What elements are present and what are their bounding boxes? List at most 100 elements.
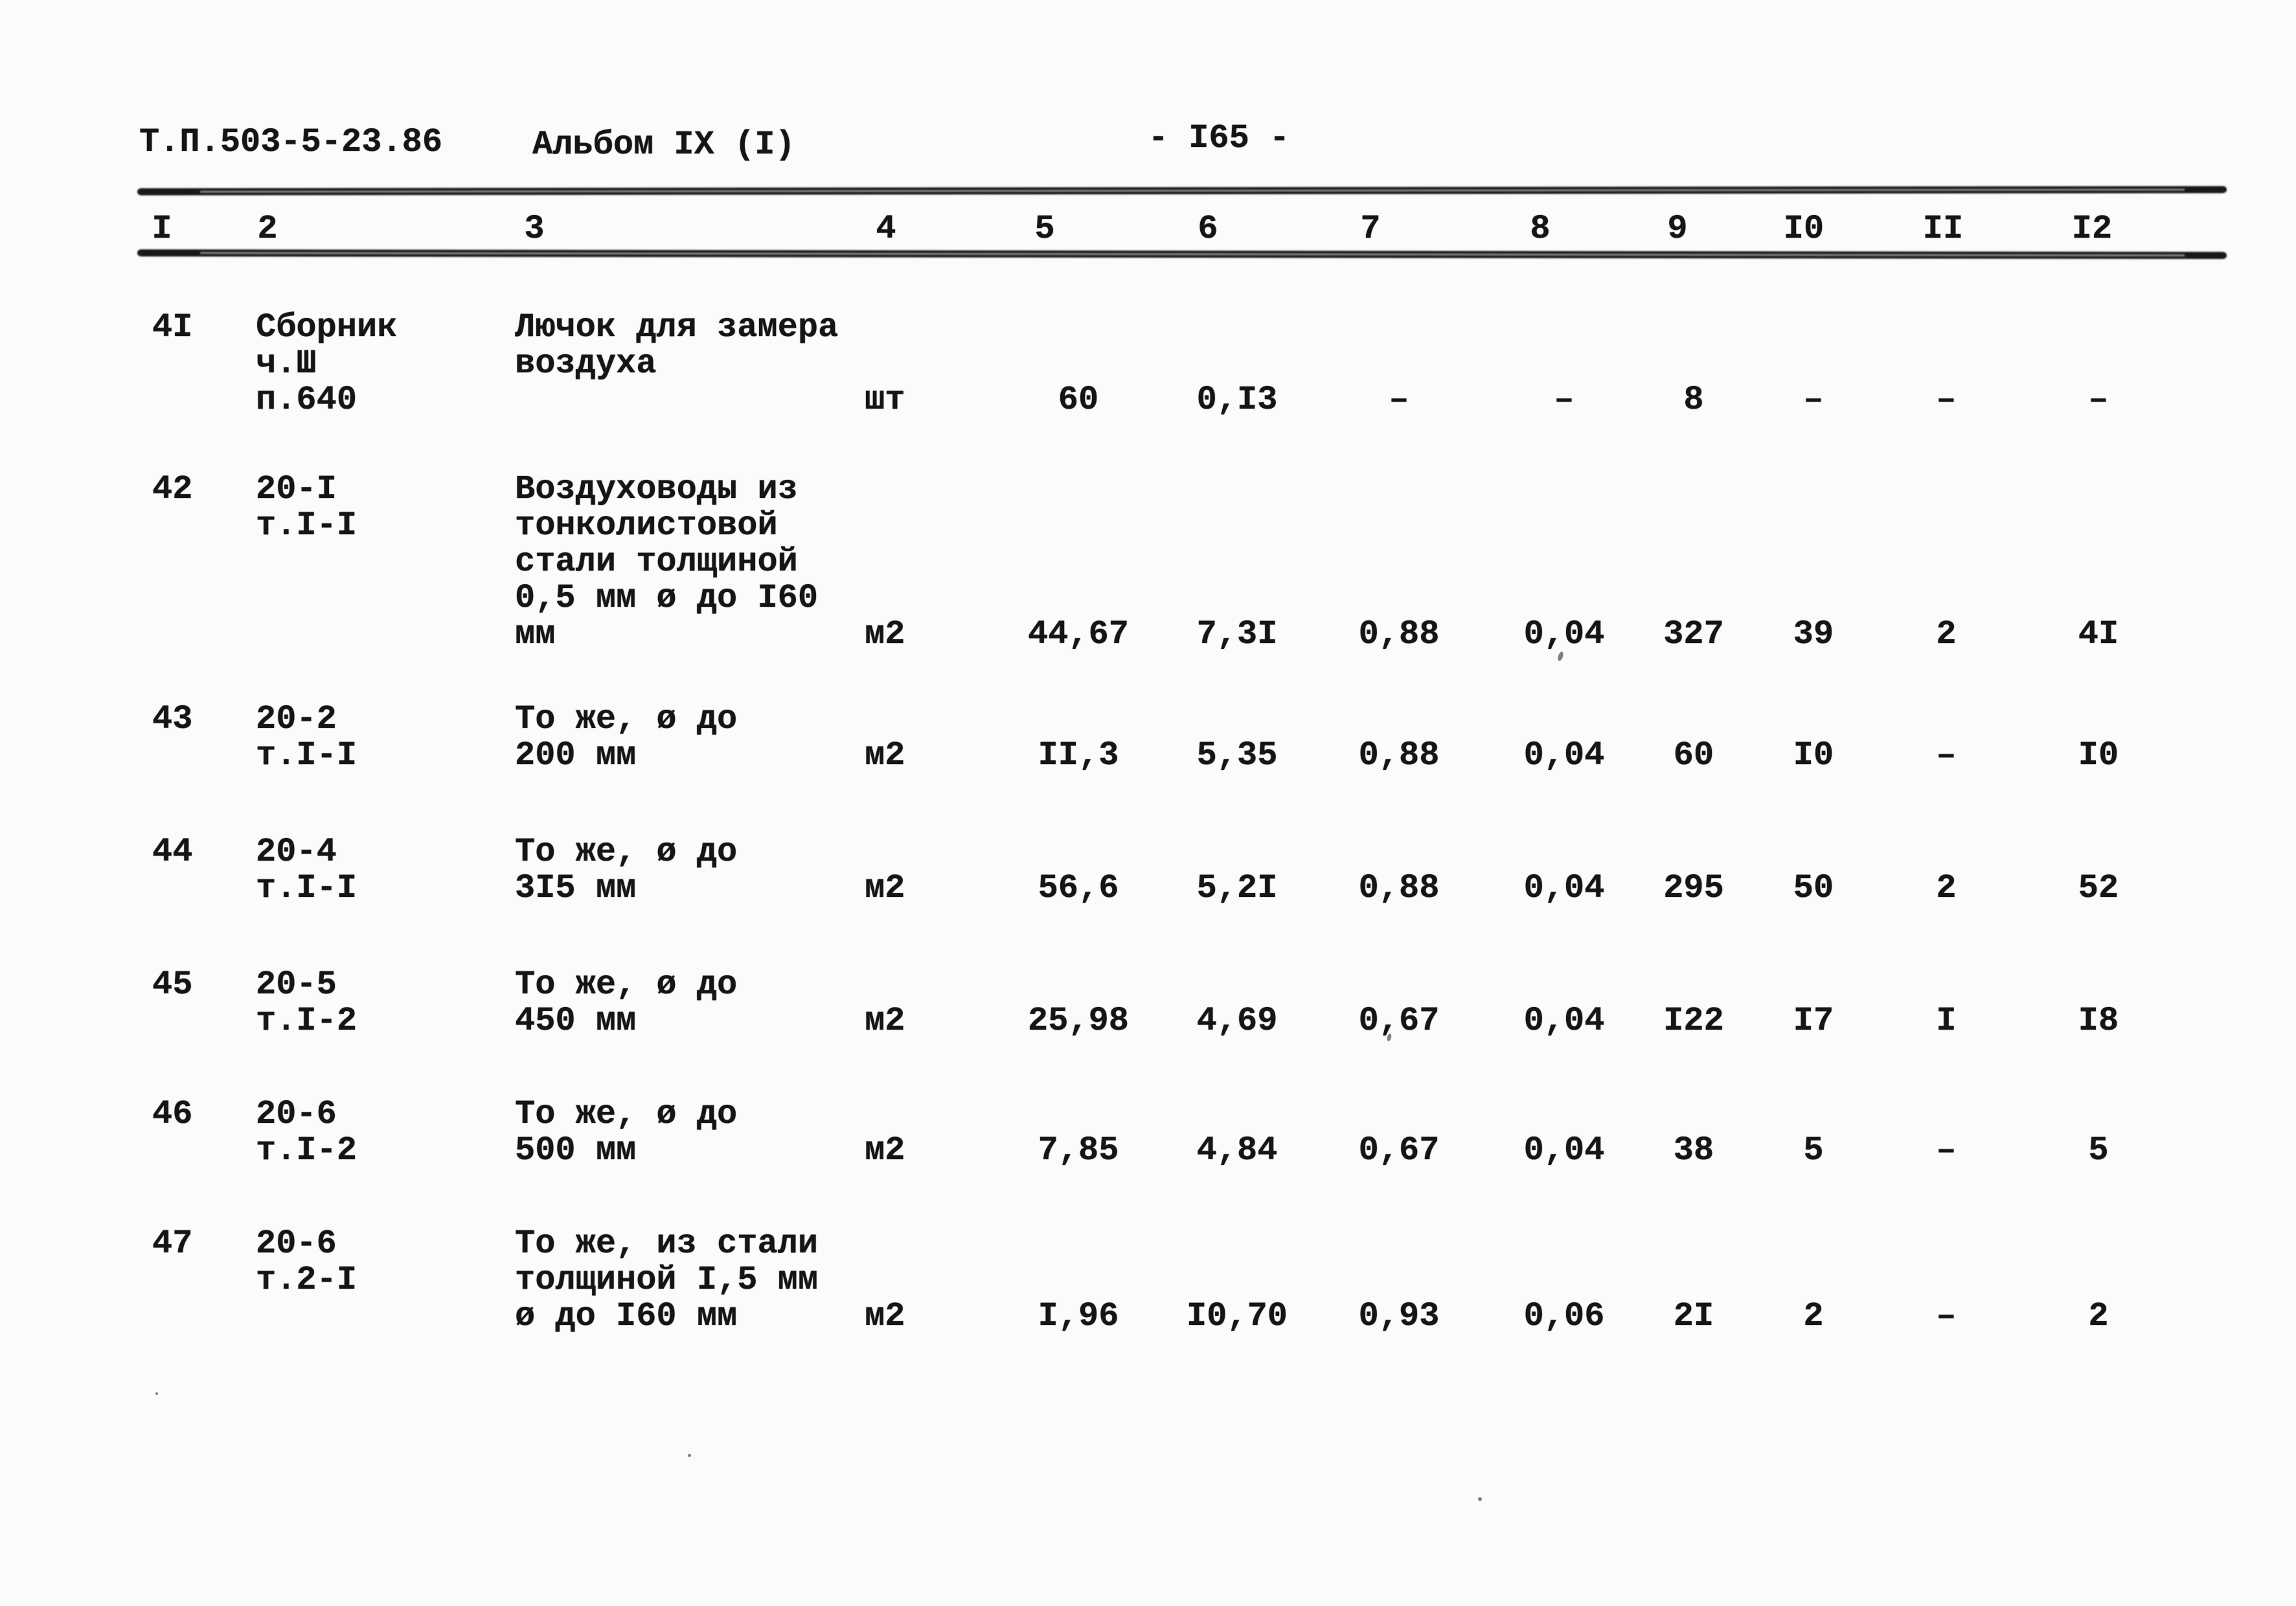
value-cell-col12: 2	[2088, 1297, 2109, 1335]
ref-cell: Сборник ч.Ш п.640	[256, 308, 398, 419]
value-cell-col10: 39	[1793, 615, 1834, 653]
value-cell-col10: –	[1803, 381, 1824, 419]
name-cell: То же, ø до 450 мм	[515, 966, 738, 1040]
name-cell: То же, из стали толщиной I,5 мм ø до I60…	[515, 1225, 819, 1335]
value-cell-col11: –	[1936, 381, 1957, 419]
value-cell-col5: I,96	[1038, 1297, 1119, 1335]
scan-speck	[1478, 1497, 1482, 1501]
value-cell-col8: –	[1554, 381, 1574, 419]
value-cell-col6: 0,I3	[1196, 381, 1278, 419]
unit-cell: м2	[865, 869, 905, 907]
value-cell-col6: 4,69	[1196, 1002, 1278, 1040]
unit-cell: м2	[865, 1297, 905, 1335]
value-cell-col10: I7	[1793, 1002, 1834, 1040]
value-cell-col5: 60	[1058, 381, 1099, 419]
column-number-7: 7	[1360, 210, 1381, 248]
value-cell-col11: –	[1936, 1131, 1957, 1170]
column-number-1: I	[152, 210, 172, 248]
value-cell-col12: I8	[2078, 1002, 2119, 1040]
ref-cell: 20-6 т.2-I	[256, 1225, 358, 1299]
column-number-4: 4	[876, 210, 896, 248]
ref-cell: 20-6 т.I-2	[256, 1095, 358, 1170]
value-cell-col6: 5,2I	[1196, 869, 1278, 907]
value-cell-col5: 7,85	[1038, 1131, 1119, 1170]
doc-code: Т.П.503-5-23.86	[139, 123, 443, 161]
column-number-8: 8	[1530, 210, 1551, 248]
name-cell: Лючок для замера воздуха	[515, 308, 839, 383]
column-number-2: 2	[257, 210, 278, 248]
name-cell: То же, ø до 500 мм	[515, 1095, 738, 1170]
value-cell-col8: 0,04	[1523, 1131, 1605, 1170]
value-cell-col11: 2	[1936, 615, 1957, 653]
row-number-cell: 43	[152, 700, 193, 738]
value-cell-col9: 295	[1663, 869, 1724, 907]
value-cell-col11: –	[1936, 736, 1957, 775]
album-title: Альбом IX (I)	[532, 126, 795, 164]
value-cell-col10: 2	[1803, 1297, 1824, 1335]
value-cell-col9: 38	[1673, 1131, 1714, 1170]
column-number-11: II	[1922, 210, 1964, 248]
value-cell-col9: 2I	[1673, 1297, 1714, 1335]
row-number-cell: 44	[152, 833, 193, 871]
value-cell-col8: 0,04	[1523, 1002, 1605, 1040]
value-cell-col9: 8	[1683, 381, 1704, 419]
scan-speck	[688, 1454, 691, 1457]
ref-cell: 20-I т.I-I	[256, 470, 358, 545]
value-cell-col8: 0,06	[1523, 1297, 1605, 1335]
unit-cell: м2	[865, 1131, 905, 1170]
value-cell-col12: I0	[2078, 736, 2119, 775]
ref-cell: 20-4 т.I-I	[256, 833, 358, 907]
value-cell-col7: 0,88	[1358, 615, 1440, 653]
row-number-cell: 4I	[152, 308, 193, 346]
row-number-cell: 46	[152, 1095, 193, 1133]
value-cell-col10: 50	[1793, 869, 1834, 907]
name-cell: То же, ø до 3I5 мм	[515, 833, 738, 907]
value-cell-col5: II,3	[1038, 736, 1119, 775]
value-cell-col6: 4,84	[1196, 1131, 1278, 1170]
value-cell-col11: I	[1936, 1002, 1957, 1040]
column-number-6: 6	[1198, 210, 1218, 248]
value-cell-col7: 0,67	[1358, 1002, 1440, 1040]
value-cell-col7: 0,67	[1358, 1131, 1440, 1170]
scan-speck	[155, 1392, 158, 1395]
value-cell-col7: –	[1389, 381, 1409, 419]
value-cell-col10: 5	[1803, 1131, 1824, 1170]
value-cell-col9: I22	[1663, 1002, 1724, 1040]
ref-cell: 20-2 т.I-I	[256, 700, 358, 775]
value-cell-col11: 2	[1936, 869, 1957, 907]
ref-cell: 20-5 т.I-2	[256, 966, 358, 1040]
value-cell-col12: 5	[2088, 1131, 2109, 1170]
value-cell-col11: –	[1936, 1297, 1957, 1335]
value-cell-col7: 0,93	[1358, 1297, 1440, 1335]
page-number: - I65 -	[1148, 119, 1290, 157]
value-cell-col7: 0,88	[1358, 869, 1440, 907]
unit-cell: м2	[865, 1002, 905, 1040]
row-number-cell: 47	[152, 1225, 193, 1263]
column-number-12: I2	[2071, 210, 2113, 248]
value-cell-col7: 0,88	[1358, 736, 1440, 775]
row-number-cell: 45	[152, 966, 193, 1004]
value-cell-col9: 60	[1673, 736, 1714, 775]
unit-cell: шт	[865, 381, 905, 419]
value-cell-col6: I0,70	[1186, 1297, 1288, 1335]
column-number-3: 3	[524, 210, 545, 248]
column-number-10: I0	[1783, 210, 1824, 248]
value-cell-col6: 5,35	[1196, 736, 1278, 775]
value-cell-col10: I0	[1793, 736, 1834, 775]
value-cell-col8: 0,04	[1523, 736, 1605, 775]
value-cell-col9: 327	[1663, 615, 1724, 653]
name-cell: Воздуховоды из тонколистовой стали толщи…	[515, 470, 819, 653]
table-header-rule	[137, 249, 2227, 259]
value-cell-col12: 4I	[2078, 615, 2119, 653]
value-cell-col8: 0,04	[1523, 615, 1605, 653]
value-cell-col5: 56,6	[1038, 869, 1119, 907]
value-cell-col8: 0,04	[1523, 869, 1605, 907]
name-cell: То же, ø до 200 мм	[515, 700, 738, 775]
column-number-9: 9	[1667, 210, 1688, 248]
value-cell-col12: 52	[2078, 869, 2119, 907]
row-number-cell: 42	[152, 470, 193, 508]
unit-cell: м2	[865, 736, 905, 775]
value-cell-col6: 7,3I	[1196, 615, 1278, 653]
value-cell-col5: 44,67	[1027, 615, 1130, 653]
